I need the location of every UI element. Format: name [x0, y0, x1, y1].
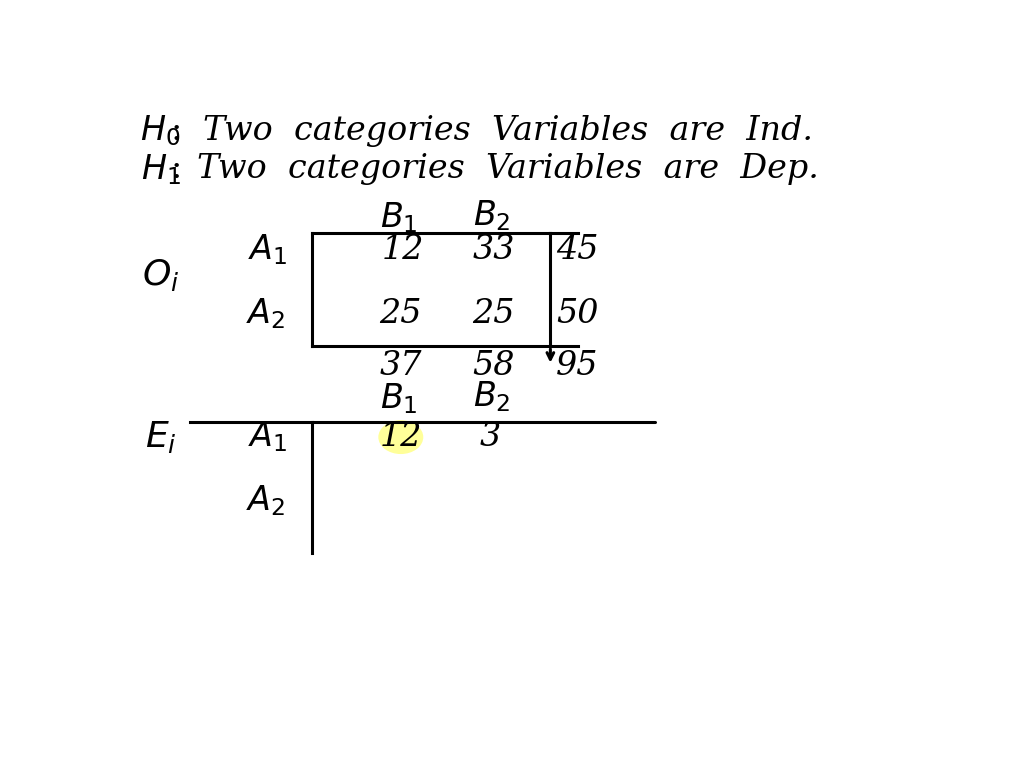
Text: :: :: [170, 153, 181, 185]
Text: 12: 12: [380, 421, 422, 453]
Text: Two  categories  Variables  are  Dep.: Two categories Variables are Dep.: [197, 153, 818, 185]
Text: Two  categories  Variables  are  Ind.: Two categories Variables are Ind.: [203, 114, 813, 147]
Text: $B_2$: $B_2$: [473, 379, 511, 415]
Text: $A_2$: $A_2$: [247, 296, 286, 331]
Text: 25: 25: [380, 298, 422, 330]
Text: $H_0$: $H_0$: [140, 114, 180, 148]
Text: 25: 25: [472, 298, 515, 330]
Text: $A_2$: $A_2$: [247, 483, 286, 518]
Text: 58: 58: [472, 349, 515, 382]
Text: $B_1$: $B_1$: [381, 200, 418, 235]
Text: 95: 95: [556, 349, 599, 382]
Text: 33: 33: [472, 234, 515, 266]
Text: $B_1$: $B_1$: [381, 381, 418, 416]
Text: $A_1$: $A_1$: [248, 420, 287, 455]
Text: :: :: [170, 114, 181, 147]
Text: $B_2$: $B_2$: [473, 198, 511, 233]
Text: 50: 50: [556, 298, 599, 330]
Text: $A_1$: $A_1$: [248, 233, 287, 267]
Text: $H_1$: $H_1$: [140, 152, 180, 187]
Text: 45: 45: [556, 234, 599, 266]
Text: 12: 12: [382, 234, 424, 266]
Text: 37: 37: [380, 349, 422, 382]
Text: 3: 3: [480, 421, 502, 453]
Text: $O_i$: $O_i$: [142, 257, 179, 293]
Text: $E_i$: $E_i$: [144, 419, 176, 455]
Ellipse shape: [378, 420, 423, 454]
